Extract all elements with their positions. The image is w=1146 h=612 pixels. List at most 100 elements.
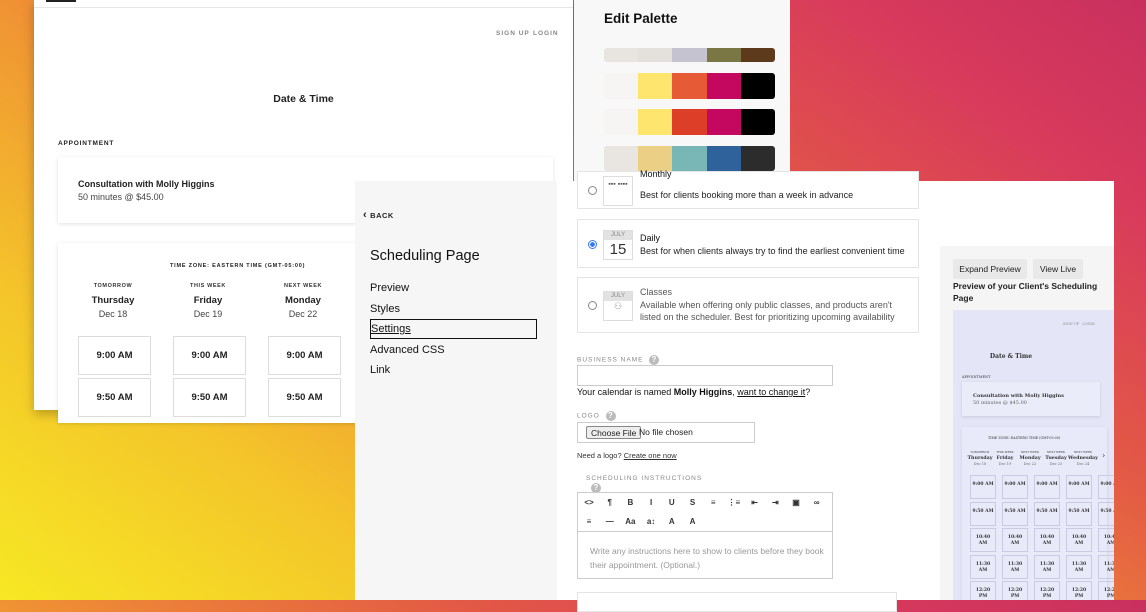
- color-swatch[interactable]: [604, 146, 639, 171]
- icon-month: JULY: [604, 292, 632, 301]
- day-label: THIS WEEK: [190, 283, 226, 289]
- toolbar-button[interactable]: S: [689, 498, 696, 507]
- toolbar-button[interactable]: ▣: [792, 498, 800, 507]
- toolbar-button[interactable]: ⇤: [751, 498, 758, 507]
- color-swatch[interactable]: [672, 109, 707, 135]
- toolbar-button[interactable]: ⋮≡: [727, 498, 741, 507]
- preview-appointment-name: Consultation with Molly Higgins: [973, 393, 1064, 399]
- toolbar-button[interactable]: a↕: [646, 517, 656, 526]
- toolbar-button[interactable]: U: [668, 498, 675, 507]
- preview-time-slot: 12:20 PM: [970, 581, 996, 600]
- timezone-label: TIME ZONE: EASTERN TIME (GMT-05:00): [170, 263, 306, 269]
- business-name-label: BUSINESS NAME?: [577, 355, 660, 365]
- time-slot-button[interactable]: 9:00 AM: [78, 336, 151, 375]
- palette-swatch-row[interactable]: [604, 109, 775, 135]
- help-icon[interactable]: ?: [605, 411, 616, 421]
- color-swatch[interactable]: [638, 146, 673, 171]
- palette-swatch-row[interactable]: [604, 48, 775, 62]
- preview-day-name: Monday: [1019, 455, 1041, 461]
- preview-day-name: Tuesday: [1045, 455, 1067, 461]
- time-slot-button[interactable]: 9:00 AM: [268, 336, 341, 375]
- nav-item-link[interactable]: Link: [370, 364, 391, 376]
- color-swatch[interactable]: [706, 109, 741, 135]
- nav-item-preview[interactable]: Preview: [370, 282, 410, 294]
- sign-up-link[interactable]: SIGN UP: [496, 30, 530, 37]
- color-swatch[interactable]: [604, 73, 639, 99]
- help-icon[interactable]: ?: [591, 483, 601, 493]
- settings-title: Scheduling Page: [370, 248, 480, 264]
- toolbar-button[interactable]: ∞: [813, 498, 820, 507]
- toolbar-button[interactable]: ¶: [607, 498, 612, 507]
- next-days-icon[interactable]: ›: [1102, 451, 1106, 460]
- color-swatch[interactable]: [740, 48, 775, 62]
- color-swatch[interactable]: [638, 109, 673, 135]
- color-swatch[interactable]: [706, 48, 741, 62]
- palette-swatch-row[interactable]: [604, 146, 775, 171]
- toolbar-button[interactable]: ⇥: [771, 498, 779, 507]
- nav-item-settings[interactable]: Settings: [370, 319, 537, 339]
- color-swatch[interactable]: [638, 73, 673, 99]
- create-logo-link[interactable]: Create one now: [623, 451, 677, 460]
- toolbar-button[interactable]: B: [627, 498, 634, 507]
- preview-time-slot: 12:20 PM: [1098, 581, 1114, 600]
- toolbar-button[interactable]: A: [689, 517, 696, 526]
- color-swatch[interactable]: [672, 73, 707, 99]
- logo-note: Need a logo? Create one now: [577, 451, 677, 460]
- color-swatch[interactable]: [672, 146, 707, 171]
- nav-item-styles[interactable]: Styles: [370, 302, 400, 315]
- preview-appointment-label: APPOINTMENT: [962, 375, 991, 379]
- color-swatch[interactable]: [638, 48, 673, 62]
- toolbar-button[interactable]: ≡: [586, 517, 592, 526]
- color-swatch[interactable]: [672, 48, 707, 62]
- palette-swatch-row[interactable]: [604, 73, 775, 99]
- time-slot-button[interactable]: 9:50 AM: [173, 378, 246, 417]
- layout-option-daily[interactable]: JULY 15 Daily Best for when clients always …: [577, 219, 919, 268]
- color-swatch[interactable]: [740, 73, 775, 99]
- preview-day-date: Dec 18: [973, 462, 987, 466]
- preview-time-slot: 9:50 AM: [970, 501, 996, 526]
- business-name-input[interactable]: [577, 365, 833, 386]
- nav-item-advanced-css[interactable]: Advanced CSS: [370, 343, 445, 356]
- color-swatch[interactable]: [740, 146, 775, 171]
- toolbar-button[interactable]: A: [668, 517, 675, 526]
- preview-day-label: NEXT WEEK: [1020, 450, 1040, 454]
- layout-option-classes[interactable]: JULY ⚇ Classes Available when offering only…: [577, 277, 919, 333]
- toolbar-button[interactable]: Aa: [625, 517, 636, 526]
- expand-preview-button[interactable]: Expand Preview: [953, 259, 1027, 279]
- time-slot-button[interactable]: 9:50 AM: [268, 378, 341, 417]
- instructions-placeholder[interactable]: Write any instructions here to show to c…: [590, 546, 824, 570]
- client-page-preview[interactable]: SIGN UP LOGIN Date & Time APPOINTMENT Co…: [953, 310, 1114, 600]
- toolbar-button[interactable]: —: [605, 517, 614, 526]
- preview-time-slot: 9:00 AM: [1034, 475, 1060, 499]
- radio-button[interactable]: [588, 301, 597, 310]
- toolbar-button[interactable]: ≡: [710, 498, 716, 507]
- change-name-link[interactable]: want to change it: [737, 387, 806, 397]
- preview-day-name: Wednesday: [1068, 455, 1098, 461]
- preview-nav: SIGN UP LOGIN: [1063, 322, 1095, 326]
- color-swatch[interactable]: [604, 109, 639, 135]
- next-field[interactable]: [577, 592, 897, 612]
- back-button[interactable]: ‹ BACK: [363, 209, 394, 221]
- toolbar-button[interactable]: I: [649, 498, 653, 507]
- appointment-name: Consultation with Molly Higgins: [78, 179, 215, 189]
- choose-file-button[interactable]: Choose File: [586, 426, 642, 439]
- instructions-editor[interactable]: Write any instructions here to show to c…: [577, 492, 833, 579]
- view-live-button[interactable]: View Live: [1033, 259, 1083, 279]
- login-link[interactable]: LOGIN: [533, 30, 559, 37]
- logo-file-input[interactable]: Choose File No file chosen: [577, 422, 755, 443]
- color-swatch[interactable]: [740, 109, 775, 135]
- preview-time-slot: 11:30 AM: [1002, 554, 1028, 579]
- toolbar-button[interactable]: <>: [584, 498, 594, 507]
- color-swatch[interactable]: [706, 73, 741, 99]
- time-slot-button[interactable]: 9:00 AM: [173, 336, 246, 375]
- color-swatch[interactable]: [604, 48, 639, 62]
- day-name: Friday: [193, 295, 223, 306]
- radio-button[interactable]: [588, 186, 597, 195]
- layout-option-monthly[interactable]: ▪▪▪ ▪▪▪▪ Monthly Best for clients booking …: [577, 169, 919, 209]
- radio-button[interactable]: [588, 239, 597, 249]
- help-icon[interactable]: ?: [649, 355, 660, 365]
- time-slot-button[interactable]: 9:50 AM: [78, 378, 151, 417]
- color-swatch[interactable]: [706, 146, 741, 171]
- instructions-label: SCHEDULING INSTRUCTIONS: [586, 475, 703, 482]
- day-name: Thursday: [91, 295, 135, 306]
